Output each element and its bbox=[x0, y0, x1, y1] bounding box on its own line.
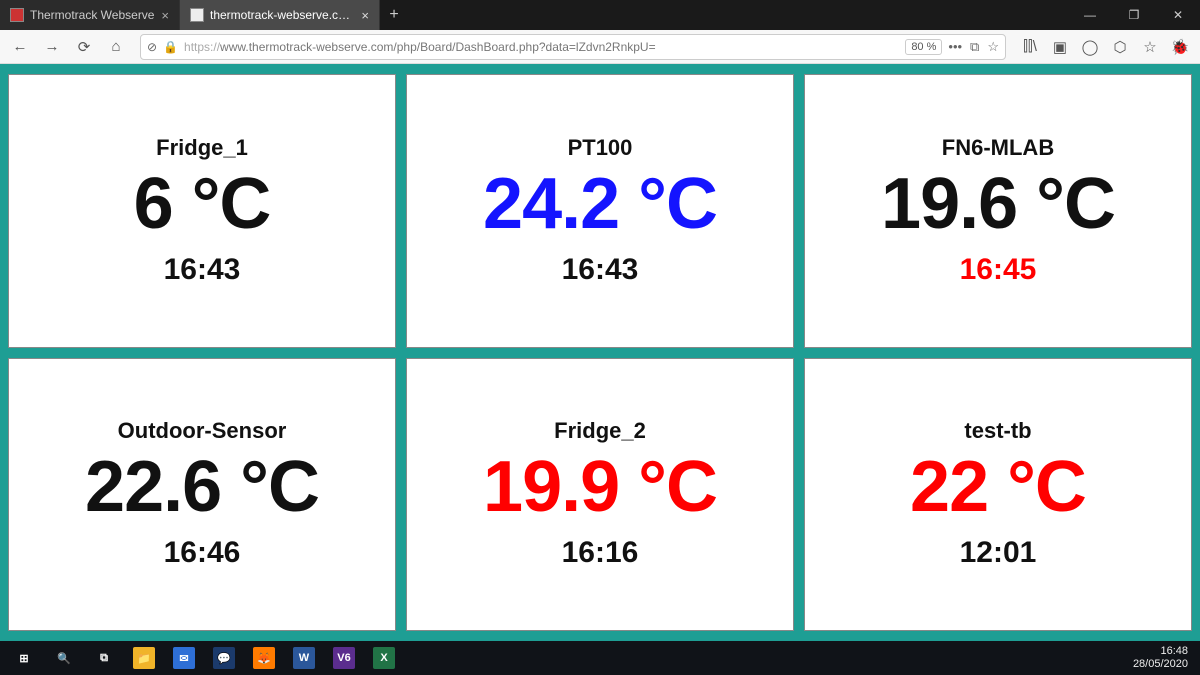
account-icon[interactable]: ◯ bbox=[1076, 34, 1104, 60]
toolbar-right: ⫿⫿\ ▣ ◯ ⬡ ☆ 🐞 bbox=[1016, 34, 1194, 60]
taskbar-clock[interactable]: 16:48 28/05/2020 bbox=[1125, 645, 1196, 670]
browser-toolbar: ← → ⟳ ⌂ ⊘ 🔒 https://www.thermotrack-webs… bbox=[0, 30, 1200, 64]
taskbar-time: 16:48 bbox=[1133, 645, 1188, 658]
taskbar-app-taskview[interactable]: ⧉ bbox=[84, 643, 124, 673]
taskbar-app-explorer[interactable]: 📁 bbox=[124, 643, 164, 673]
page-actions-icon[interactable]: ••• bbox=[948, 39, 962, 54]
browser-tab[interactable]: Thermotrack Webserve × bbox=[0, 0, 180, 30]
sensor-time: 16:46 bbox=[164, 536, 241, 570]
reader-mode-icon[interactable]: ⧉ bbox=[970, 39, 979, 55]
word-icon: W bbox=[293, 647, 315, 669]
sensor-value: 22.6 °C bbox=[85, 450, 319, 526]
chat-icon: 💬 bbox=[213, 647, 235, 669]
sensor-time: 16:43 bbox=[562, 253, 639, 287]
taskbar-app-word[interactable]: W bbox=[284, 643, 324, 673]
taskbar-apps: ⊞ 🔍 ⧉ 📁 ✉ 💬 🦊 W V6 X bbox=[4, 643, 404, 673]
bookmark-star-icon[interactable]: ☆ bbox=[987, 39, 999, 55]
taskbar-app-firefox[interactable]: 🦊 bbox=[244, 643, 284, 673]
tracking-shield-icon[interactable]: ⊘ bbox=[147, 40, 157, 54]
lock-icon[interactable]: 🔒 bbox=[163, 40, 178, 54]
forward-button[interactable]: → bbox=[38, 34, 66, 60]
sensor-name: PT100 bbox=[568, 135, 633, 161]
address-bar[interactable]: ⊘ 🔒 https://www.thermotrack-webserve.com… bbox=[140, 34, 1006, 60]
sensor-value: 24.2 °C bbox=[483, 167, 717, 243]
sensor-value: 19.6 °C bbox=[881, 167, 1115, 243]
v6-icon: V6 bbox=[333, 647, 355, 669]
firefox-icon: 🦊 bbox=[253, 647, 275, 669]
new-tab-button[interactable]: + bbox=[380, 0, 408, 30]
sensor-time: 16:43 bbox=[164, 253, 241, 287]
tab-favicon-icon bbox=[190, 8, 204, 22]
sensor-time: 16:45 bbox=[960, 253, 1037, 287]
excel-icon: X bbox=[373, 647, 395, 669]
extension-icon[interactable]: ⬡ bbox=[1106, 34, 1134, 60]
sensor-name: Fridge_2 bbox=[554, 418, 646, 444]
reload-button[interactable]: ⟳ bbox=[70, 34, 98, 60]
explorer-icon: 📁 bbox=[133, 647, 155, 669]
extension-icon[interactable]: 🐞 bbox=[1166, 34, 1194, 60]
back-button[interactable]: ← bbox=[6, 34, 34, 60]
zoom-indicator[interactable]: 80 % bbox=[905, 39, 942, 55]
sensor-card[interactable]: Fridge_1 6 °C 16:43 bbox=[8, 74, 396, 348]
sensor-value: 19.9 °C bbox=[483, 450, 717, 526]
tab-title: Thermotrack Webserve bbox=[30, 8, 155, 22]
browser-window: Thermotrack Webserve×thermotrack-webserv… bbox=[0, 0, 1200, 675]
tab-close-icon[interactable]: × bbox=[361, 8, 369, 23]
taskview-icon: ⧉ bbox=[93, 647, 115, 669]
taskbar-app-chat[interactable]: 💬 bbox=[204, 643, 244, 673]
sensor-name: Outdoor-Sensor bbox=[118, 418, 287, 444]
home-button[interactable]: ⌂ bbox=[102, 34, 130, 60]
extension-icon[interactable]: ☆ bbox=[1136, 34, 1164, 60]
titlebar: Thermotrack Webserve×thermotrack-webserv… bbox=[0, 0, 1200, 30]
browser-tab[interactable]: thermotrack-webserve.com/ph × bbox=[180, 0, 380, 30]
sensor-time: 16:16 bbox=[562, 536, 639, 570]
window-maximize-button[interactable]: ❐ bbox=[1112, 0, 1156, 30]
mail-icon: ✉ bbox=[173, 647, 195, 669]
windows-taskbar: ⊞ 🔍 ⧉ 📁 ✉ 💬 🦊 W V6 X 16:48 28/05/2020 bbox=[0, 641, 1200, 675]
sensor-time: 12:01 bbox=[960, 536, 1037, 570]
window-close-button[interactable]: ✕ bbox=[1156, 0, 1200, 30]
taskbar-app-v6[interactable]: V6 bbox=[324, 643, 364, 673]
taskbar-app-start[interactable]: ⊞ bbox=[4, 643, 44, 673]
start-icon: ⊞ bbox=[13, 647, 35, 669]
sensor-value: 6 °C bbox=[134, 167, 271, 243]
library-icon[interactable]: ⫿⫿\ bbox=[1016, 34, 1044, 60]
sensor-card[interactable]: test-tb 22 °C 12:01 bbox=[804, 358, 1192, 632]
taskbar-date: 28/05/2020 bbox=[1133, 658, 1188, 671]
tab-strip: Thermotrack Webserve×thermotrack-webserv… bbox=[0, 0, 380, 30]
sensor-name: Fridge_1 bbox=[156, 135, 248, 161]
taskbar-app-excel[interactable]: X bbox=[364, 643, 404, 673]
dashboard-grid: Fridge_1 6 °C 16:43 PT100 24.2 °C 16:43 FN6-ML… bbox=[0, 64, 1200, 641]
window-minimize-button[interactable]: — bbox=[1068, 0, 1112, 30]
search-icon: 🔍 bbox=[53, 647, 75, 669]
sensor-card[interactable]: PT100 24.2 °C 16:43 bbox=[406, 74, 794, 348]
sensor-card[interactable]: Outdoor-Sensor 22.6 °C 16:46 bbox=[8, 358, 396, 632]
sensor-name: test-tb bbox=[964, 418, 1031, 444]
url-text: https://www.thermotrack-webserve.com/php… bbox=[184, 40, 895, 54]
taskbar-app-search[interactable]: 🔍 bbox=[44, 643, 84, 673]
sensor-card[interactable]: Fridge_2 19.9 °C 16:16 bbox=[406, 358, 794, 632]
tab-close-icon[interactable]: × bbox=[161, 8, 169, 23]
tab-favicon-icon bbox=[10, 8, 24, 22]
sensor-name: FN6-MLAB bbox=[942, 135, 1054, 161]
sensor-value: 22 °C bbox=[910, 450, 1086, 526]
taskbar-app-mail[interactable]: ✉ bbox=[164, 643, 204, 673]
sidebar-icon[interactable]: ▣ bbox=[1046, 34, 1074, 60]
sensor-card[interactable]: FN6-MLAB 19.6 °C 16:45 bbox=[804, 74, 1192, 348]
tab-title: thermotrack-webserve.com/ph bbox=[210, 8, 355, 22]
